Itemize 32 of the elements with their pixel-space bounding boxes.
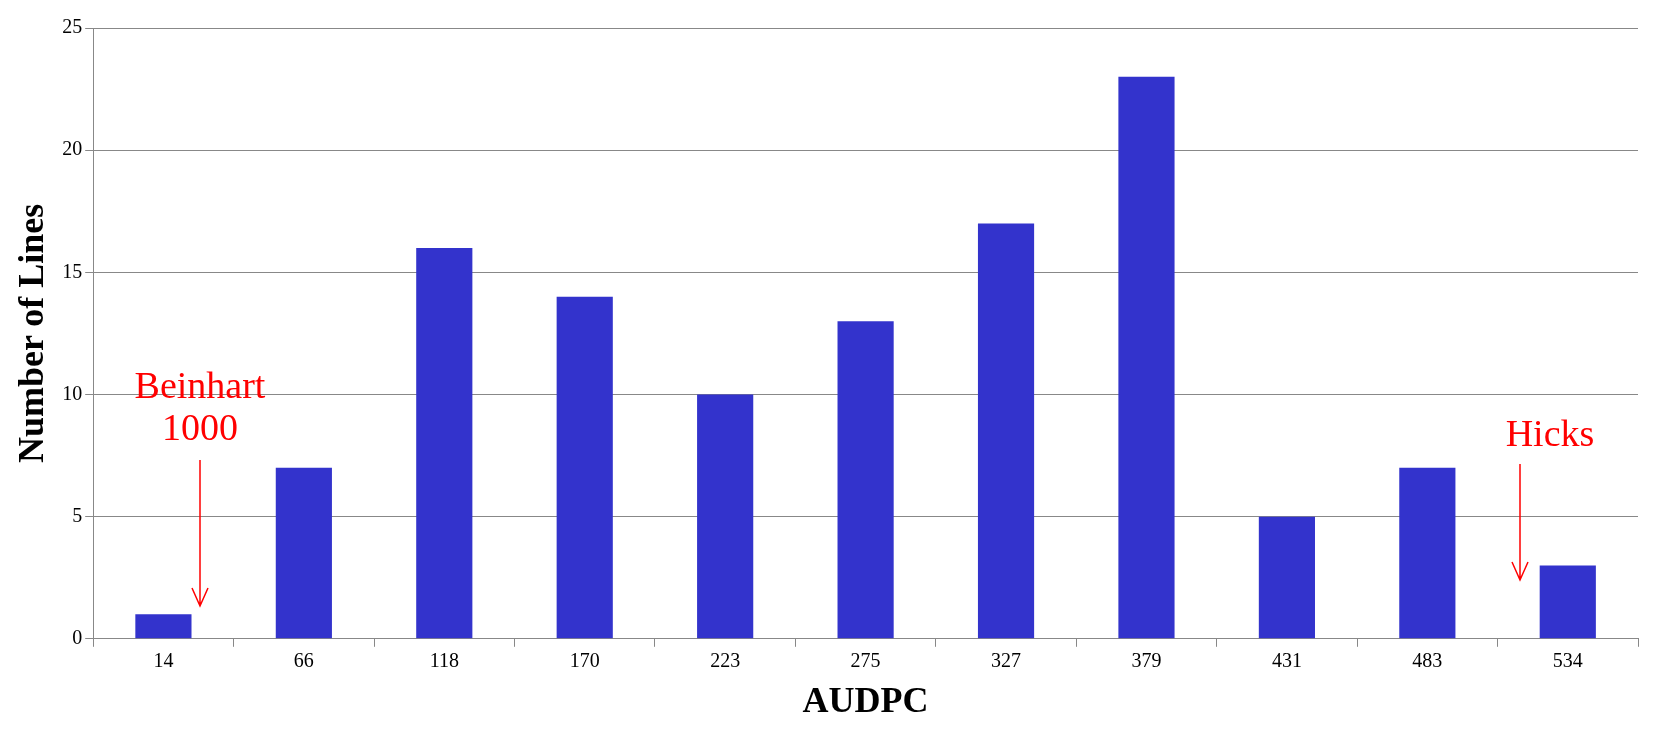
x-tick-label: 327	[991, 649, 1022, 672]
bar	[1399, 467, 1456, 639]
x-tick-label: 275	[850, 649, 881, 672]
bar	[1118, 76, 1175, 639]
x-tick-label: 379	[1131, 649, 1162, 672]
y-axis-title: Number of Lines	[10, 203, 51, 464]
y-tick-label: 0	[72, 626, 83, 649]
x-tick-label: 118	[429, 649, 459, 672]
bar	[416, 247, 473, 639]
x-tick-label: 431	[1271, 649, 1302, 672]
y-tick-label: 25	[62, 15, 83, 38]
x-tick-label: 170	[569, 649, 600, 672]
x-axis-title: AUDPC	[802, 679, 929, 720]
annotation: Beinhart 1000	[133, 364, 267, 448]
bar	[977, 223, 1035, 639]
y-tick-label: 20	[62, 137, 83, 160]
bar	[275, 467, 332, 639]
bar	[1258, 516, 1315, 639]
x-tick-label: 223	[710, 649, 741, 672]
bar	[1539, 565, 1596, 639]
bar	[697, 394, 754, 639]
bar	[837, 321, 894, 639]
y-tick-label: 15	[62, 259, 83, 282]
bar	[556, 296, 613, 639]
x-tick-label: 14	[153, 649, 174, 672]
bar	[135, 614, 192, 639]
x-tick-label: 534	[1552, 649, 1583, 672]
y-tick-label: 10	[62, 381, 83, 404]
x-tick-label: 483	[1412, 649, 1443, 672]
annotation: Hicks	[1504, 412, 1596, 454]
y-tick-label: 5	[72, 503, 83, 526]
x-tick-label: 66	[293, 649, 314, 672]
